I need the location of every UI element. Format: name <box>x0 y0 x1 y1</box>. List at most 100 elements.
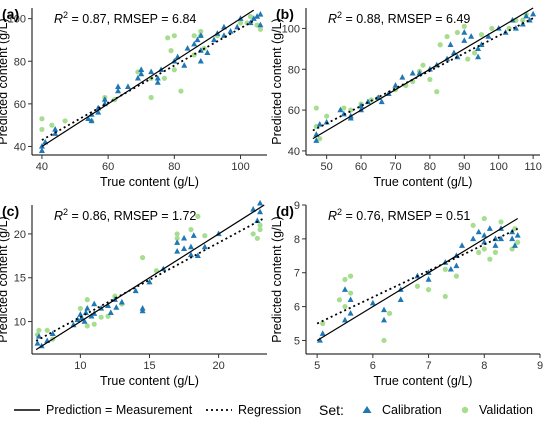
y-tick-label: 40 <box>288 146 300 158</box>
stats-superscript: 2 <box>337 10 342 20</box>
calibration-point <box>470 235 477 242</box>
x-tick-label: 7 <box>426 360 432 372</box>
validation-point <box>425 287 432 293</box>
calibration-point <box>227 28 234 34</box>
x-tick-label: 8 <box>481 360 487 372</box>
calibration-point <box>115 83 122 90</box>
panels: 40 60 80 100 40 60 80 100 True content (g/L) Pred… <box>0 6 543 388</box>
calibration-point <box>257 10 264 17</box>
calibration-point <box>250 15 257 21</box>
validation-point <box>237 20 244 26</box>
panel-2: 50 60 70 80 90 100 110 40 60 80 100 True content (g… <box>270 6 542 189</box>
validation-point <box>453 273 460 279</box>
validation-point <box>520 17 526 23</box>
y-tick-label: 9 <box>294 200 300 212</box>
calibration-point <box>461 37 468 43</box>
calibration-point <box>316 337 323 343</box>
identity-line <box>316 218 519 341</box>
x-tick-label: 15 <box>143 360 155 372</box>
validation-point <box>442 266 448 272</box>
stats-r: R <box>54 12 63 26</box>
validation-point <box>470 222 476 228</box>
validation-point <box>478 31 485 38</box>
calibration-point <box>347 296 354 303</box>
x-tick-label: 6 <box>370 360 376 372</box>
validation-point <box>91 321 97 327</box>
calibration-point <box>134 74 141 81</box>
x-tick-label: 60 <box>102 161 114 173</box>
calibration-point <box>319 330 326 336</box>
calibration-point <box>378 98 385 105</box>
calibration-point <box>247 19 254 26</box>
calibration-point <box>486 225 493 231</box>
calibration-point <box>95 108 102 115</box>
calibration-point <box>358 102 365 109</box>
stats-value: = 0.88, RMSEP = 6.49 <box>342 12 470 26</box>
calibration-point <box>342 286 348 292</box>
y-tick-label: 15 <box>14 273 26 285</box>
validation-point <box>481 215 487 222</box>
calibration-point <box>523 12 530 19</box>
stats-superscript: 2 <box>337 207 342 217</box>
validation-point <box>324 113 330 119</box>
legend-calibration-label: Calibration <box>382 403 442 417</box>
calibration-point <box>254 217 261 223</box>
identity-line <box>35 204 265 351</box>
validation-point <box>247 13 254 20</box>
calibration-point <box>146 278 153 285</box>
x-tick-label: 20 <box>212 360 224 372</box>
calibration-point <box>201 243 208 250</box>
y-axis-title: Predicted content (g/L) <box>0 18 10 144</box>
stats-r: R <box>328 12 337 26</box>
y-tick-label: 80 <box>288 64 300 76</box>
validation-point <box>347 290 354 296</box>
calibration-point <box>84 305 91 311</box>
y-tick-label: 100 <box>282 23 300 35</box>
calibration-point <box>468 33 475 39</box>
y-tick-label: 80 <box>14 56 26 68</box>
calibration-point <box>425 276 432 282</box>
calibration-point <box>509 235 516 242</box>
calibration-point <box>52 130 59 136</box>
y-tick-label: 7 <box>294 268 300 280</box>
x-axis-title: True content (g/L) <box>100 175 199 189</box>
calibration-point <box>197 32 204 38</box>
validation-point <box>254 235 260 241</box>
calibration-point <box>77 311 84 317</box>
x-axis-title: True content (g/L) <box>100 374 199 388</box>
validation-point <box>381 337 387 344</box>
calibration-point <box>369 299 376 306</box>
validation-point <box>161 75 167 81</box>
calibration-point <box>492 242 499 248</box>
validation-point <box>444 33 450 40</box>
calibration-point <box>313 137 320 143</box>
x-tick-label: 110 <box>524 161 542 173</box>
validation-point <box>341 105 347 111</box>
x-tick-label: 80 <box>424 161 436 173</box>
x-axis-title: True content (g/L) <box>374 175 473 189</box>
calibration-point <box>342 316 348 323</box>
x-tick-label: 5 <box>314 360 320 372</box>
calibration-point <box>250 205 257 212</box>
validation-point <box>347 273 354 279</box>
validation-point <box>188 226 194 233</box>
validation-point <box>498 219 504 225</box>
calibration-point <box>132 287 139 294</box>
validation-point <box>168 48 174 54</box>
x-tick-label: 10 <box>74 360 86 372</box>
validation-point <box>437 42 443 48</box>
validation-point <box>191 33 197 39</box>
y-tick-label: 40 <box>14 141 26 153</box>
validation-point <box>257 222 263 228</box>
calibration-point <box>337 106 344 113</box>
legend-calibration-marker <box>362 406 372 413</box>
calibration-point <box>478 41 485 47</box>
validation-point <box>489 25 495 32</box>
regression-line <box>41 19 255 141</box>
calibration-point <box>257 21 264 28</box>
y-tick-label: 5 <box>294 335 300 347</box>
validation-point <box>512 226 518 232</box>
calibration-point <box>257 208 264 215</box>
x-tick-label: 90 <box>458 161 470 173</box>
